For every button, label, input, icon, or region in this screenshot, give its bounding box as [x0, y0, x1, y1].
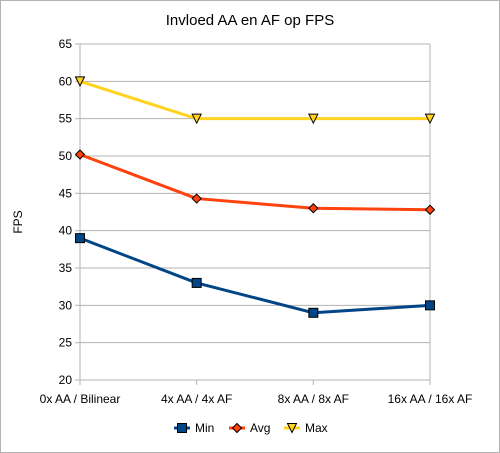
- legend-label-max: Max: [305, 421, 328, 435]
- data-point-max: [74, 76, 86, 87]
- x-tick-label: 8x AA / 8x AF: [278, 392, 349, 406]
- legend: Min Avg Max: [174, 421, 328, 435]
- legend-marker-max: [286, 423, 298, 434]
- y-tick-label: 40: [59, 224, 73, 238]
- x-tick-labels: 0x AA / Bilinear 4x AA / 4x AF 8x AA / 8x …: [40, 380, 473, 406]
- data-point-min: [308, 307, 319, 318]
- data-point-avg: [191, 193, 202, 204]
- data-point-max: [424, 113, 436, 125]
- x-tick-label: 16x AA / 16x AF: [388, 392, 473, 406]
- series-group: [74, 76, 436, 318]
- series-line-max: [79, 79, 430, 121]
- data-point-min: [191, 277, 202, 288]
- legend-marker-avg: [231, 422, 243, 434]
- x-tick-label: 4x AA / 4x AF: [161, 392, 232, 406]
- y-tick-label: 45: [59, 186, 73, 200]
- data-point-avg: [74, 149, 86, 160]
- y-tick-label: 60: [59, 74, 73, 88]
- legend-label-avg: Avg: [250, 421, 270, 435]
- y-axis-label: FPS: [11, 210, 25, 233]
- series-line-min: [79, 236, 431, 315]
- data-point-avg: [308, 203, 319, 214]
- y-tick-label: 55: [59, 112, 73, 126]
- y-tick-label: 25: [59, 336, 73, 350]
- data-point-min: [425, 300, 435, 311]
- data-point-max: [191, 113, 202, 125]
- axes: [79, 44, 431, 381]
- series-line-avg: [79, 153, 431, 212]
- y-tick-label: 50: [59, 149, 73, 163]
- y-tick-label: 30: [59, 298, 73, 312]
- y-tick-label: 35: [59, 261, 73, 275]
- data-point-avg: [424, 204, 436, 215]
- chart-title: Invloed AA en AF op FPS: [166, 12, 334, 29]
- y-tick-label: 20: [59, 373, 73, 387]
- legend-marker-min: [177, 423, 187, 433]
- legend-label-min: Min: [195, 421, 214, 435]
- y-tick-labels: 20 25 30 35 40 45 50 55 60 65: [59, 37, 73, 387]
- data-point-min: [75, 233, 85, 244]
- gridlines: [75, 43, 430, 381]
- data-point-max: [308, 113, 319, 125]
- y-tick-label: 65: [59, 37, 73, 51]
- x-tick-label: 0x AA / Bilinear: [40, 392, 121, 406]
